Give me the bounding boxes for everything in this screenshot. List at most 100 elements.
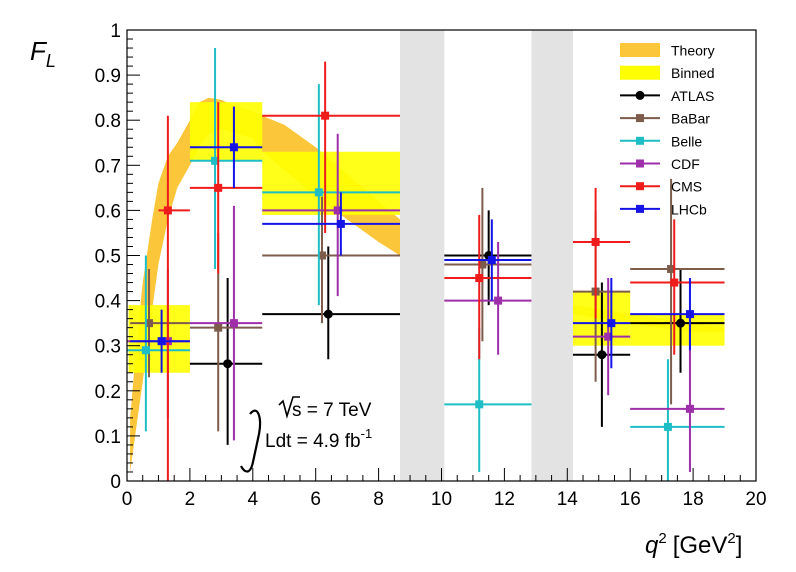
y-tick-label: 0.1 xyxy=(95,427,121,448)
x-tick-label: 0 xyxy=(122,489,133,510)
legend-label-babar: BaBar xyxy=(671,111,710,127)
x-tick-label: 20 xyxy=(745,489,766,510)
x-axis-label-q: q xyxy=(645,532,659,559)
atlas-point-2 xyxy=(262,246,400,360)
babar-marker-4 xyxy=(478,260,487,269)
belle-point-4 xyxy=(444,327,532,472)
legend-swatch-theory xyxy=(620,43,660,57)
binned-box-5 xyxy=(630,314,725,346)
legend-entry-atlas: ATLAS xyxy=(620,88,714,104)
integral-sign xyxy=(240,409,262,473)
x-axis-label-unit-sup: 2 xyxy=(727,530,735,547)
x-tick-label: 2 xyxy=(185,489,196,510)
cdf-point-2 xyxy=(189,205,263,441)
binned-box-2 xyxy=(189,102,263,161)
series-cms xyxy=(158,61,725,481)
belle-marker-1 xyxy=(141,346,150,355)
veto-region-1 xyxy=(399,30,445,481)
babar-point-3 xyxy=(262,196,400,324)
legend-swatch-binned xyxy=(620,65,660,80)
atlas-marker-5 xyxy=(676,318,686,328)
y-axis-label-main: F xyxy=(30,36,48,66)
tick-labels: 0 2 4 6 8 10 12 14 16 18 20 0 0.1 0.2 0.3 0.4 0.5 0.6 0.7 0… xyxy=(95,21,767,510)
cdf-point-3 xyxy=(262,133,400,297)
belle-marker-2 xyxy=(211,156,220,165)
legend: Theory Binned ATLAS BaBar Belle CDF CMS LHCb xyxy=(620,43,715,217)
x-axis-label: q2 [GeV2] xyxy=(645,530,742,559)
x-tick-label: 18 xyxy=(683,489,704,510)
belle-marker-4 xyxy=(475,400,484,409)
lhcb-point-2 xyxy=(189,106,263,188)
cms-marker-5 xyxy=(591,237,600,246)
x-tick-label: 6 xyxy=(310,489,321,510)
lhcb-point-6 xyxy=(630,278,725,351)
cms-point-1 xyxy=(158,115,190,481)
legend-marker-atlas xyxy=(635,90,645,100)
x-tick-label: 12 xyxy=(494,489,515,510)
sqrt-s-label: s = 7 TeV xyxy=(292,400,372,421)
atlas-point-4 xyxy=(572,282,631,427)
binned-box-3 xyxy=(262,151,400,215)
legend-label-atlas: ATLAS xyxy=(671,88,714,104)
atlas-marker-2 xyxy=(323,309,333,319)
y-tick-label: 0 xyxy=(110,472,121,493)
lumi-label: Ldt = 4.9 fb-1 xyxy=(265,426,372,452)
babar-point-6 xyxy=(630,178,725,405)
atlas-point-5 xyxy=(630,269,725,373)
lhcb-marker-6 xyxy=(685,310,694,319)
cms-point-4 xyxy=(444,214,532,360)
cms-marker-1 xyxy=(163,206,172,215)
legend-marker-babar xyxy=(636,114,644,123)
lhcb-marker-2 xyxy=(229,143,238,152)
y-axis-label: FL xyxy=(30,36,56,71)
x-tick-label: 8 xyxy=(373,489,384,510)
legend-marker-cms xyxy=(636,182,644,191)
x-tick-label: 10 xyxy=(431,489,452,510)
legend-marker-lhcb xyxy=(636,204,644,213)
babar-point-1 xyxy=(130,269,190,378)
lhcb-point-3 xyxy=(262,192,400,256)
legend-marker-cdf xyxy=(636,159,644,168)
legend-entry-binned: Binned xyxy=(620,65,715,81)
babar-marker-1 xyxy=(145,319,154,328)
lhcb-point-4 xyxy=(444,219,532,301)
legend-entry-cms: CMS xyxy=(620,179,702,195)
x-tick-label: 16 xyxy=(620,489,641,510)
cdf-point-5 xyxy=(572,278,631,396)
atlas-marker-1 xyxy=(223,359,233,369)
annotation: s = 7 TeV Ldt = 4.9 fb-1 xyxy=(240,396,372,473)
legend-entry-belle: Belle xyxy=(620,133,702,149)
y-tick-label: 0.2 xyxy=(95,382,121,403)
x-axis-label-q-sup: 2 xyxy=(658,530,666,547)
cms-marker-2 xyxy=(214,183,223,192)
belle-point-5 xyxy=(630,359,725,481)
belle-marker-3 xyxy=(314,188,323,197)
x-tick-label: 4 xyxy=(248,489,259,510)
legend-label-binned: Binned xyxy=(671,65,715,81)
cdf-marker-4 xyxy=(494,296,503,305)
cms-point-3 xyxy=(262,61,400,233)
cms-point-5 xyxy=(572,187,631,319)
y-tick-label: 0.8 xyxy=(95,111,121,132)
babar-point-2 xyxy=(189,232,263,432)
veto-region-2 xyxy=(531,30,573,481)
y-tick-label: 0.6 xyxy=(95,201,121,222)
y-tick-label: 0.5 xyxy=(95,247,121,268)
y-tick-label: 0.3 xyxy=(95,337,121,358)
y-axis-label-sub: L xyxy=(46,51,56,71)
legend-entry-theory: Theory xyxy=(620,43,715,59)
cms-marker-3 xyxy=(321,111,330,120)
vetoed-regions xyxy=(399,30,573,481)
cms-marker-4 xyxy=(475,274,484,283)
legend-entry-lhcb: LHCb xyxy=(620,201,707,217)
cms-point-6 xyxy=(630,219,725,355)
lumi-sup: -1 xyxy=(361,426,373,441)
x-axis-label-unit: [GeV xyxy=(673,532,728,559)
lhcb-point-1 xyxy=(130,309,190,373)
y-tick-label: 0.7 xyxy=(95,156,121,177)
lhcb-marker-5 xyxy=(607,319,616,328)
series-atlas xyxy=(189,210,725,445)
lhcb-marker-1 xyxy=(157,337,166,346)
belle-point-3 xyxy=(262,84,400,306)
